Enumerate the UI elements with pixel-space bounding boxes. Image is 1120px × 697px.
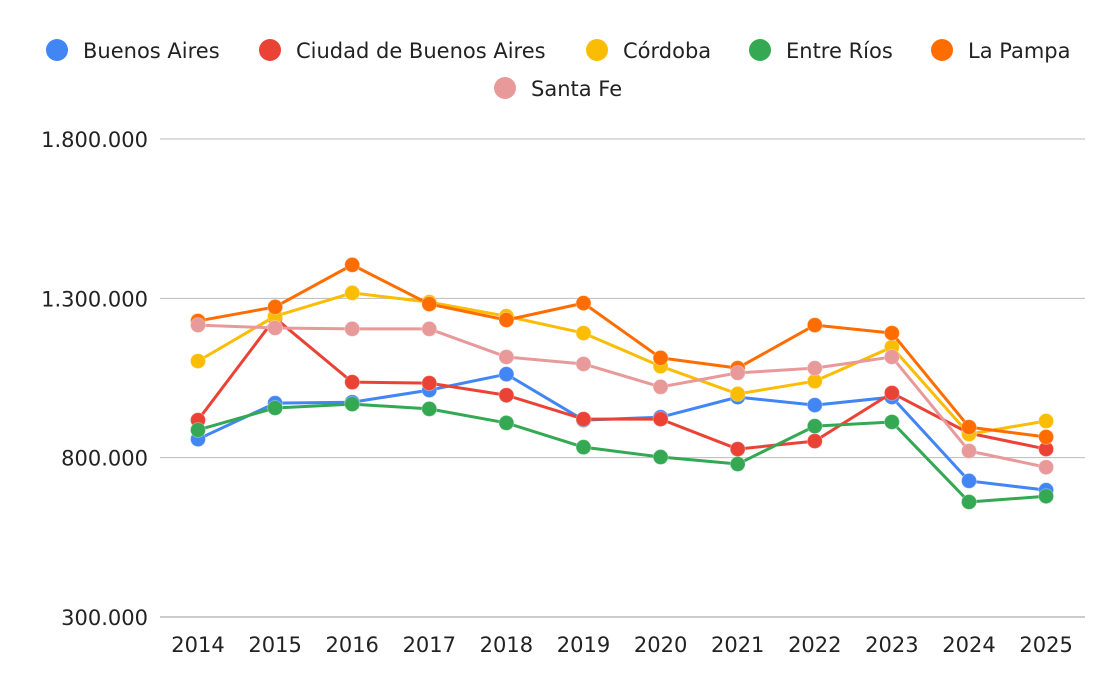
data-point bbox=[421, 400, 438, 417]
data-point bbox=[344, 396, 361, 413]
data-point bbox=[1038, 428, 1055, 445]
data-point bbox=[498, 414, 515, 431]
legend-marker-icon bbox=[749, 39, 771, 61]
data-point bbox=[190, 421, 206, 438]
x-axis-ticks: 2014 2015 2016 2017 2018 2019 2020 2021 2022 2023… bbox=[171, 633, 1073, 657]
legend-label: Santa Fe bbox=[531, 77, 622, 101]
data-point bbox=[961, 419, 977, 436]
data-point bbox=[1038, 459, 1055, 476]
y-tick-label: 800.000 bbox=[61, 447, 148, 471]
series-santa-fe bbox=[190, 317, 1055, 476]
data-point bbox=[267, 298, 284, 315]
legend-marker-icon bbox=[259, 39, 281, 61]
data-point bbox=[421, 375, 438, 392]
legend-marker-icon bbox=[46, 39, 68, 61]
data-point bbox=[806, 397, 823, 414]
legend-item: Córdoba bbox=[586, 39, 711, 63]
x-tick-label: 2021 bbox=[711, 633, 764, 657]
legend-label: Entre Ríos bbox=[786, 39, 893, 63]
y-axis-ticks: 300.000 800.000 1.300.000 1.800.000 bbox=[41, 128, 148, 630]
data-point bbox=[344, 284, 361, 301]
data-point bbox=[652, 411, 669, 428]
data-point bbox=[652, 378, 669, 395]
legend-item: Santa Fe bbox=[494, 77, 622, 101]
series-line bbox=[196, 316, 1047, 451]
series-entre-r-os bbox=[190, 396, 1055, 510]
data-point bbox=[190, 353, 206, 370]
data-point bbox=[729, 364, 746, 381]
data-point bbox=[575, 355, 592, 372]
x-tick-label: 2018 bbox=[480, 633, 533, 657]
data-point bbox=[883, 325, 900, 342]
data-point bbox=[961, 472, 977, 489]
data-point bbox=[344, 320, 361, 337]
legend-label: Buenos Aires bbox=[83, 39, 220, 63]
legend-label: La Pampa bbox=[968, 39, 1071, 63]
legend-item: Ciudad de Buenos Aires bbox=[259, 39, 546, 63]
data-point bbox=[498, 387, 515, 404]
series-line bbox=[197, 291, 1047, 436]
data-point bbox=[652, 349, 669, 366]
data-point bbox=[729, 456, 746, 473]
series-line bbox=[197, 263, 1047, 439]
x-tick-label: 2015 bbox=[248, 633, 301, 657]
data-point bbox=[344, 374, 361, 391]
legend-marker-icon bbox=[494, 77, 516, 99]
series-line bbox=[197, 323, 1047, 469]
x-tick-label: 2017 bbox=[403, 633, 456, 657]
data-point bbox=[961, 442, 977, 459]
data-point bbox=[421, 320, 438, 337]
data-point bbox=[883, 413, 900, 430]
data-point bbox=[729, 385, 746, 402]
legend-marker-icon bbox=[931, 39, 953, 61]
data-point bbox=[344, 256, 361, 273]
data-point bbox=[806, 418, 823, 435]
x-tick-label: 2019 bbox=[557, 633, 610, 657]
x-tick-label: 2025 bbox=[1019, 633, 1072, 657]
series-la-pampa bbox=[190, 256, 1055, 445]
x-tick-label: 2020 bbox=[634, 633, 687, 657]
x-tick-label: 2024 bbox=[942, 633, 995, 657]
legend-item: Buenos Aires bbox=[46, 39, 220, 63]
x-tick-label: 2023 bbox=[865, 633, 918, 657]
x-tick-label: 2022 bbox=[788, 633, 841, 657]
series-line bbox=[197, 402, 1047, 504]
data-point bbox=[575, 295, 592, 312]
legend-item: La Pampa bbox=[931, 39, 1071, 63]
series-buenos-aires bbox=[190, 366, 1055, 499]
legend: Buenos Aires Ciudad de Buenos Aires Córdob… bbox=[46, 39, 1071, 101]
gridlines bbox=[160, 138, 1085, 618]
legend-item: Entre Ríos bbox=[749, 39, 893, 63]
x-tick-label: 2016 bbox=[325, 633, 378, 657]
legend-label: Ciudad de Buenos Aires bbox=[296, 39, 546, 63]
data-point bbox=[498, 366, 515, 383]
data-point bbox=[575, 411, 592, 428]
data-point bbox=[267, 319, 284, 336]
data-point bbox=[498, 348, 515, 365]
data-point bbox=[498, 312, 515, 329]
data-point bbox=[575, 439, 592, 456]
data-point bbox=[806, 317, 823, 334]
series-lines bbox=[190, 256, 1055, 510]
data-point bbox=[1038, 413, 1055, 430]
y-tick-label: 1.300.000 bbox=[41, 287, 148, 311]
data-point bbox=[267, 399, 284, 416]
data-point bbox=[806, 360, 823, 377]
data-point bbox=[652, 449, 669, 466]
data-point bbox=[1038, 488, 1055, 505]
data-point bbox=[729, 441, 746, 458]
legend-marker-icon bbox=[586, 39, 608, 61]
data-point bbox=[883, 384, 900, 401]
data-point bbox=[190, 317, 206, 334]
data-point bbox=[806, 433, 823, 450]
x-tick-label: 2014 bbox=[171, 633, 224, 657]
data-point bbox=[575, 325, 592, 342]
y-tick-label: 300.000 bbox=[61, 606, 148, 630]
data-point bbox=[421, 296, 438, 313]
y-tick-label: 1.800.000 bbox=[41, 128, 148, 152]
data-point bbox=[883, 348, 900, 365]
legend-label: Córdoba bbox=[623, 39, 711, 63]
data-point bbox=[961, 493, 977, 510]
